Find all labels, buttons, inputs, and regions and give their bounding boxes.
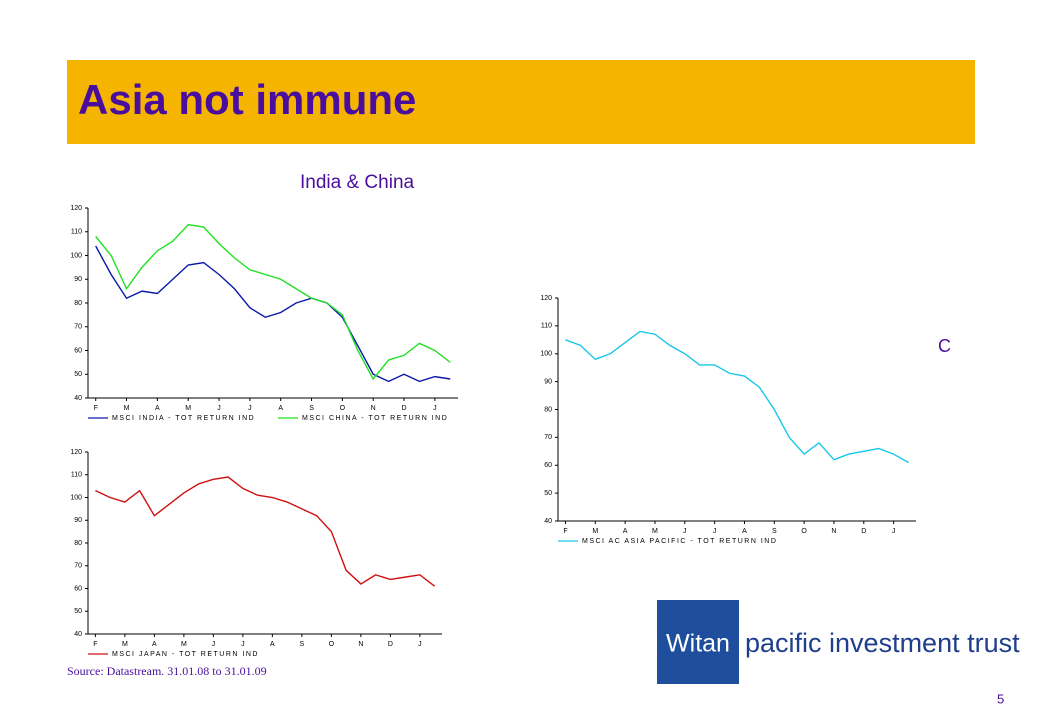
x-tick-label: D — [388, 641, 393, 648]
y-tick-label: 80 — [74, 540, 82, 547]
slide-title: Asia not immune — [78, 76, 416, 123]
x-tick-label: S — [309, 405, 314, 412]
y-tick-label: 90 — [544, 378, 552, 385]
x-tick-label: N — [371, 405, 376, 412]
y-tick-label: 80 — [74, 300, 82, 307]
series-line — [95, 476, 436, 587]
y-tick-label: 110 — [71, 229, 82, 236]
logo-tagline: pacific investment trust — [745, 628, 1020, 658]
y-tick-label: 40 — [74, 631, 82, 638]
x-tick-label: M — [652, 528, 658, 535]
x-tick-label: A — [152, 641, 157, 648]
x-tick-label: A — [742, 528, 747, 535]
x-tick-label: J — [892, 528, 896, 535]
y-tick-label: 120 — [70, 205, 82, 212]
x-tick-label: O — [329, 641, 335, 648]
y-tick-label: 70 — [74, 324, 82, 331]
x-tick-label: J — [418, 641, 422, 648]
y-tick-label: 80 — [544, 406, 552, 413]
x-tick-label: D — [861, 528, 866, 535]
y-tick-label: 60 — [74, 585, 82, 592]
subtitle: India & China — [300, 172, 415, 193]
series-line — [565, 330, 909, 464]
y-tick-label: 100 — [70, 494, 82, 501]
y-tick-label: 100 — [70, 252, 82, 259]
x-tick-label: J — [212, 641, 216, 648]
x-tick-label: F — [94, 405, 98, 412]
y-tick-label: 60 — [74, 347, 82, 354]
x-tick-label: N — [831, 528, 836, 535]
x-tick-label: M — [124, 405, 130, 412]
x-tick-label: D — [402, 405, 407, 412]
x-tick-label: M — [592, 528, 598, 535]
y-tick-label: 50 — [544, 490, 552, 497]
y-tick-label: 90 — [74, 276, 82, 283]
x-tick-label: F — [563, 528, 567, 535]
x-tick-label: J — [241, 641, 245, 648]
legend-label: MSCI JAPAN - TOT RETURN IND — [112, 651, 259, 658]
x-tick-label: F — [93, 641, 97, 648]
x-tick-label: O — [801, 528, 807, 535]
x-tick-label: J — [683, 528, 687, 535]
y-tick-label: 120 — [70, 449, 82, 456]
x-tick-label: S — [772, 528, 777, 535]
x-tick-label: N — [358, 641, 363, 648]
page-number: 5 — [997, 691, 1004, 706]
series-line — [95, 223, 451, 381]
x-tick-label: M — [181, 641, 187, 648]
y-tick-label: 70 — [544, 434, 552, 441]
logo-brand: Witan — [666, 630, 730, 658]
y-tick-label: 120 — [540, 295, 552, 302]
legend-label: MSCI CHINA - TOT RETURN IND — [302, 415, 448, 422]
x-tick-label: J — [248, 405, 252, 412]
y-tick-label: 110 — [71, 472, 82, 479]
x-tick-label: A — [155, 405, 160, 412]
y-tick-label: 60 — [544, 462, 552, 469]
legend-label: MSCI AC ASIA PACIFIC - TOT RETURN IND — [582, 538, 777, 545]
y-tick-label: 50 — [74, 608, 82, 615]
y-tick-label: 40 — [544, 518, 552, 525]
source: Source: Datastream. 31.01.08 to 31.01.09 — [67, 664, 267, 678]
x-tick-label: J — [433, 405, 437, 412]
y-tick-label: 40 — [74, 395, 82, 402]
x-tick-label: J — [217, 405, 221, 412]
hidden-label: C — [938, 336, 951, 356]
x-tick-label: M — [185, 405, 191, 412]
title-bar — [67, 60, 975, 144]
series-line — [95, 245, 451, 383]
y-tick-label: 100 — [540, 351, 552, 358]
y-tick-label: 110 — [541, 323, 552, 330]
x-tick-label: O — [340, 405, 346, 412]
x-tick-label: A — [623, 528, 628, 535]
logo-box — [657, 600, 739, 684]
y-tick-label: 70 — [74, 563, 82, 570]
x-tick-label: M — [122, 641, 128, 648]
y-tick-label: 50 — [74, 371, 82, 378]
y-tick-label: 90 — [74, 517, 82, 524]
legend-label: MSCI INDIA - TOT RETURN IND — [112, 415, 255, 422]
x-tick-label: A — [278, 405, 283, 412]
x-tick-label: S — [300, 641, 305, 648]
x-tick-label: A — [270, 641, 275, 648]
x-tick-label: J — [713, 528, 717, 535]
